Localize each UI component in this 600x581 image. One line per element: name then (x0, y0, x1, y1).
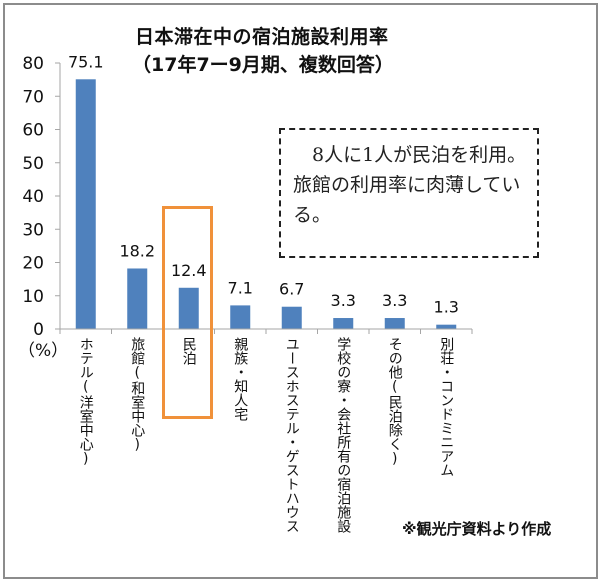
source-note: ※観光庁資料より作成 (402, 520, 552, 538)
annotation-text: 8人に1人が民泊を利用。旅館の利用率に肉薄している。 (293, 144, 527, 226)
data-label: 18.2 (119, 241, 155, 260)
highlight-box-minpaku (162, 206, 213, 419)
y-tick-label: 20 (22, 254, 44, 274)
x-category-label: 旅館(和室中心) (129, 337, 146, 453)
x-category-label: その他(民泊除く) (386, 337, 403, 467)
y-tick-label: 70 (22, 87, 44, 107)
x-category-label: 民泊 (180, 337, 197, 365)
data-label: 12.4 (171, 261, 207, 280)
bar (230, 305, 251, 329)
bar (75, 79, 96, 329)
bar (178, 287, 199, 329)
data-label: 6.7 (279, 280, 304, 299)
chart-title: 日本滞在中の宿泊施設利用率 (135, 26, 389, 48)
bar (281, 306, 302, 329)
y-tick-label: 80 (22, 54, 44, 74)
x-category-label: 学校の寮・会社所有の宿泊施設 (335, 337, 352, 533)
data-label: 3.3 (382, 291, 407, 310)
y-axis-unit-label: （%） (18, 341, 68, 361)
x-category-label: ユースホステル・ゲストハウス (283, 337, 300, 533)
y-tick-label: 0 (33, 320, 44, 340)
y-tick-label: 10 (22, 287, 44, 307)
data-label: 7.1 (228, 278, 253, 297)
y-tick-label: 60 (22, 121, 44, 141)
data-label: 75.1 (68, 52, 104, 71)
y-tick-label: 40 (22, 187, 44, 207)
chart-frame (3, 3, 598, 579)
y-tick-label: 30 (22, 220, 44, 240)
x-category-label: ホテル(洋室中心) (77, 337, 94, 467)
bar (436, 324, 457, 329)
chart-subtitle: （17年7ー9月期、複数回答） (132, 54, 394, 76)
data-label: 3.3 (331, 291, 356, 310)
x-category-label: 親族・知人宅 (232, 337, 249, 421)
data-label: 1.3 (434, 298, 459, 317)
y-tick-label: 50 (22, 154, 44, 174)
bar (384, 318, 405, 329)
bar (333, 318, 354, 329)
x-category-label: 別荘・コンドミニアム (438, 337, 455, 477)
bar (127, 268, 148, 329)
annotation-box: 8人に1人が民泊を利用。旅館の利用率に肉薄している。 (279, 128, 539, 258)
